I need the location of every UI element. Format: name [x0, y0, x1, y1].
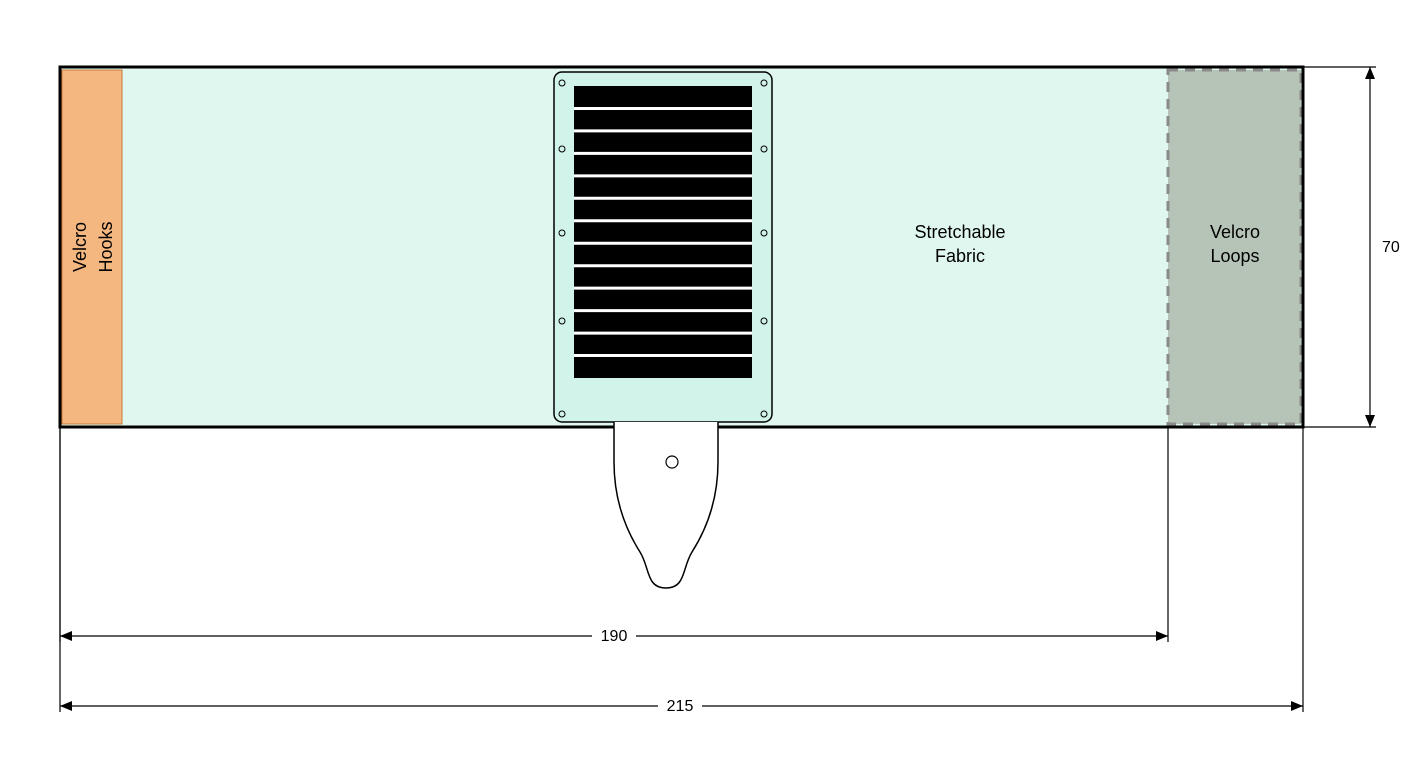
dim-label-215: 215	[667, 698, 694, 715]
dim-label-height: 70	[1382, 239, 1400, 256]
label-velcro-loops-line: Loops	[1210, 246, 1259, 266]
label-velcro-loops-line: Velcro	[1210, 222, 1260, 242]
arrowhead	[1365, 415, 1375, 427]
connector-tab	[614, 422, 718, 588]
label-velcro-hooks-line: Velcro	[70, 222, 90, 272]
label-stretchable-fabric-line: Stretchable	[914, 222, 1005, 242]
arrowhead	[60, 701, 72, 711]
dim-label-190: 190	[601, 628, 628, 645]
arrowhead	[1156, 631, 1168, 641]
arrowhead	[1291, 701, 1303, 711]
arrowhead	[60, 631, 72, 641]
arrowhead	[1365, 67, 1375, 79]
label-stretchable-fabric-line: Fabric	[935, 246, 985, 266]
label-velcro-hooks-line: Hooks	[96, 221, 116, 272]
